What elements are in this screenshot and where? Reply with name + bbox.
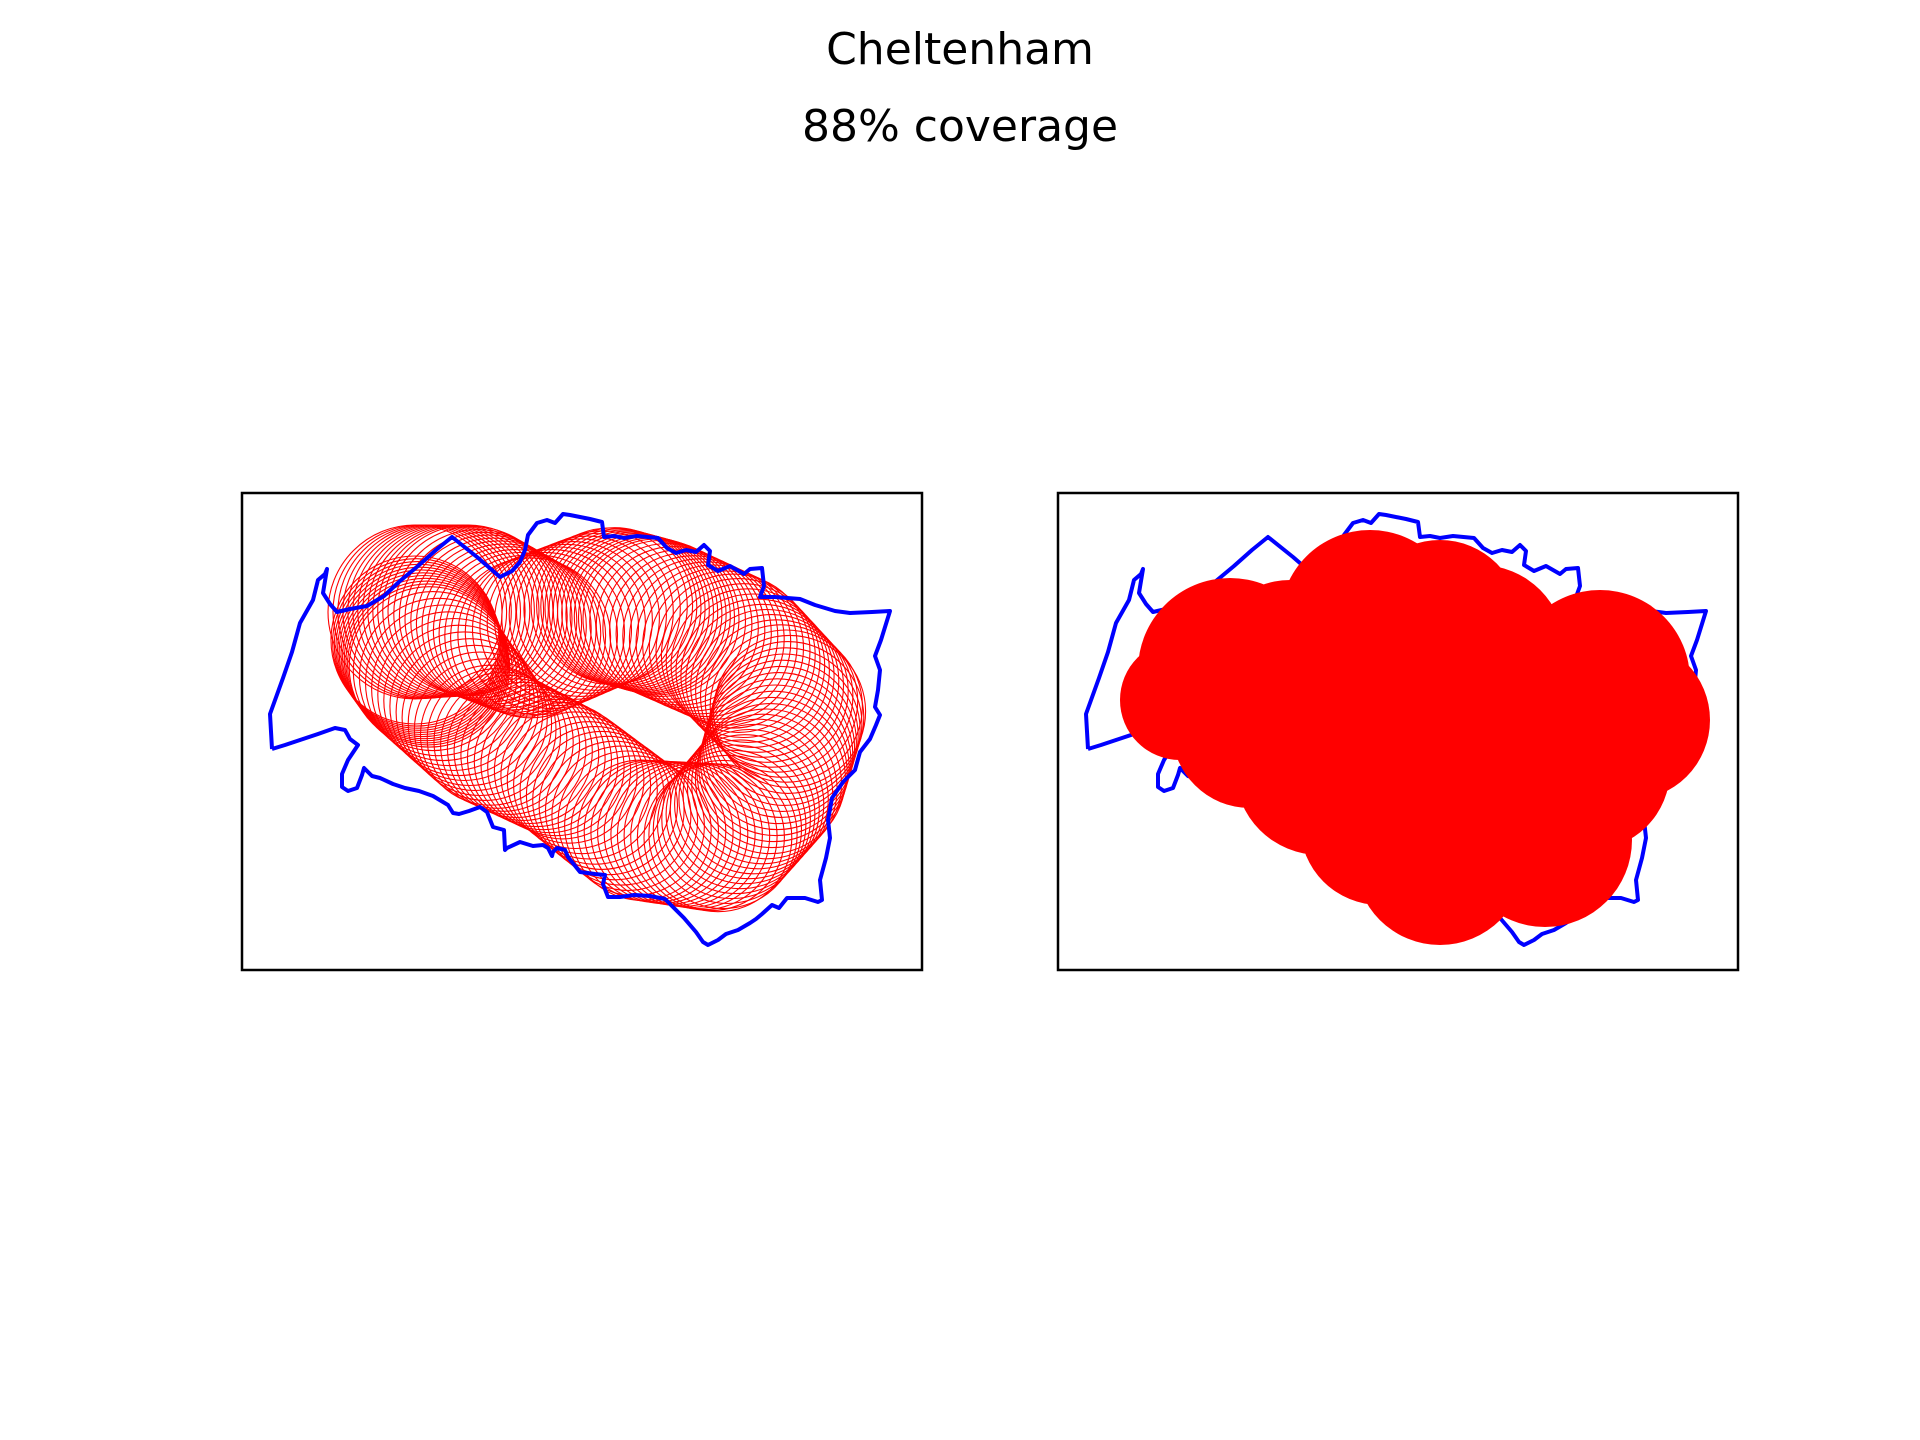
coverage-circle bbox=[711, 641, 865, 794]
coverage-circle bbox=[652, 754, 803, 905]
coverage-circle bbox=[538, 735, 679, 876]
coverage-circle bbox=[665, 739, 816, 890]
coverage-circle bbox=[438, 551, 602, 715]
coverage-circle bbox=[701, 678, 854, 831]
coverage-circle bbox=[450, 557, 612, 719]
coverage-circle bbox=[615, 555, 772, 712]
coverage-circle bbox=[704, 624, 859, 778]
panel-filled-coverage bbox=[1056, 491, 1740, 972]
coverage-circle bbox=[377, 617, 531, 772]
coverage-circle bbox=[413, 658, 557, 801]
coverage-circle bbox=[508, 535, 667, 694]
coverage-circle bbox=[709, 629, 863, 783]
coverage-circle bbox=[343, 577, 508, 742]
coverage-circle bbox=[419, 664, 562, 806]
coverage-circle bbox=[690, 608, 845, 763]
coverage-circle bbox=[695, 614, 849, 768]
coverage-circle bbox=[404, 534, 573, 703]
coverage-circle bbox=[706, 659, 859, 812]
coverage-circle bbox=[551, 745, 692, 886]
coverage-circle bbox=[648, 759, 798, 910]
coverage-blob bbox=[1120, 640, 1240, 760]
coverage-subtitle: 88% coverage bbox=[801, 101, 1119, 152]
coverage-blob bbox=[1390, 710, 1570, 890]
coverage-circle bbox=[433, 671, 574, 812]
coverage-circle bbox=[345, 580, 509, 744]
coverage-circle bbox=[635, 564, 792, 721]
coverage-circle bbox=[703, 672, 856, 825]
coverage-circle bbox=[487, 698, 625, 837]
coverage-circle bbox=[330, 555, 500, 725]
coverage-circle bbox=[661, 744, 811, 895]
coverage-circle-outlines bbox=[327, 524, 867, 913]
coverage-circle bbox=[340, 572, 506, 738]
coverage-circle bbox=[347, 583, 510, 746]
coverage-circle bbox=[479, 546, 640, 707]
coverage-circle bbox=[544, 529, 702, 687]
coverage-circle bbox=[648, 570, 805, 726]
coverage-filled-area bbox=[1120, 530, 1710, 945]
coverage-circle bbox=[333, 561, 502, 729]
coverage-circle bbox=[348, 586, 511, 748]
coverage-circle bbox=[364, 604, 522, 762]
coverage-circle bbox=[432, 549, 597, 713]
coverage-circle bbox=[401, 644, 548, 792]
coverage-circle bbox=[595, 546, 753, 703]
coverage-circle bbox=[675, 593, 830, 748]
coverage-circle bbox=[480, 695, 619, 834]
coverage-circle bbox=[337, 566, 504, 733]
boundary-outline bbox=[268, 512, 892, 947]
coverage-circle bbox=[332, 558, 501, 727]
coverage-circle bbox=[713, 634, 867, 788]
coverage-circle bbox=[709, 647, 863, 800]
coverage-circle bbox=[642, 567, 798, 723]
coverage-circle bbox=[383, 624, 535, 777]
coverage-circle bbox=[513, 716, 652, 855]
coverage-circle bbox=[493, 702, 632, 840]
coverage-circle bbox=[548, 530, 706, 688]
coverage-circle bbox=[352, 591, 513, 752]
coverage-circle bbox=[680, 598, 835, 753]
coverage-circle bbox=[699, 619, 854, 773]
panel-circle-outlines bbox=[240, 491, 924, 972]
coverage-circle bbox=[342, 574, 507, 740]
coverage-circle bbox=[371, 611, 526, 767]
coverage-circle bbox=[440, 674, 581, 815]
coverage-circle bbox=[665, 583, 821, 739]
coverage-circle bbox=[678, 723, 829, 875]
coverage-circle bbox=[544, 740, 685, 881]
coverage-circle bbox=[685, 603, 840, 758]
coverage-circle bbox=[552, 531, 710, 689]
coverage-circle bbox=[358, 597, 518, 757]
coverage-circle bbox=[338, 569, 505, 736]
coverage-circle bbox=[421, 543, 587, 709]
figure-title: Cheltenham bbox=[826, 24, 1094, 75]
coverage-circle bbox=[674, 728, 825, 880]
coverage-circle bbox=[389, 631, 540, 782]
coverage-circle bbox=[532, 730, 672, 870]
coverage-circle bbox=[519, 721, 658, 860]
coverage-circle bbox=[660, 578, 816, 733]
coverage-circle bbox=[696, 696, 848, 849]
coverage-circle bbox=[515, 532, 674, 691]
coverage-circle bbox=[395, 638, 544, 787]
coverage-circle bbox=[589, 542, 747, 700]
coverage-circle bbox=[556, 532, 715, 690]
coverage-circle bbox=[609, 552, 766, 709]
coverage-circle bbox=[453, 681, 593, 822]
